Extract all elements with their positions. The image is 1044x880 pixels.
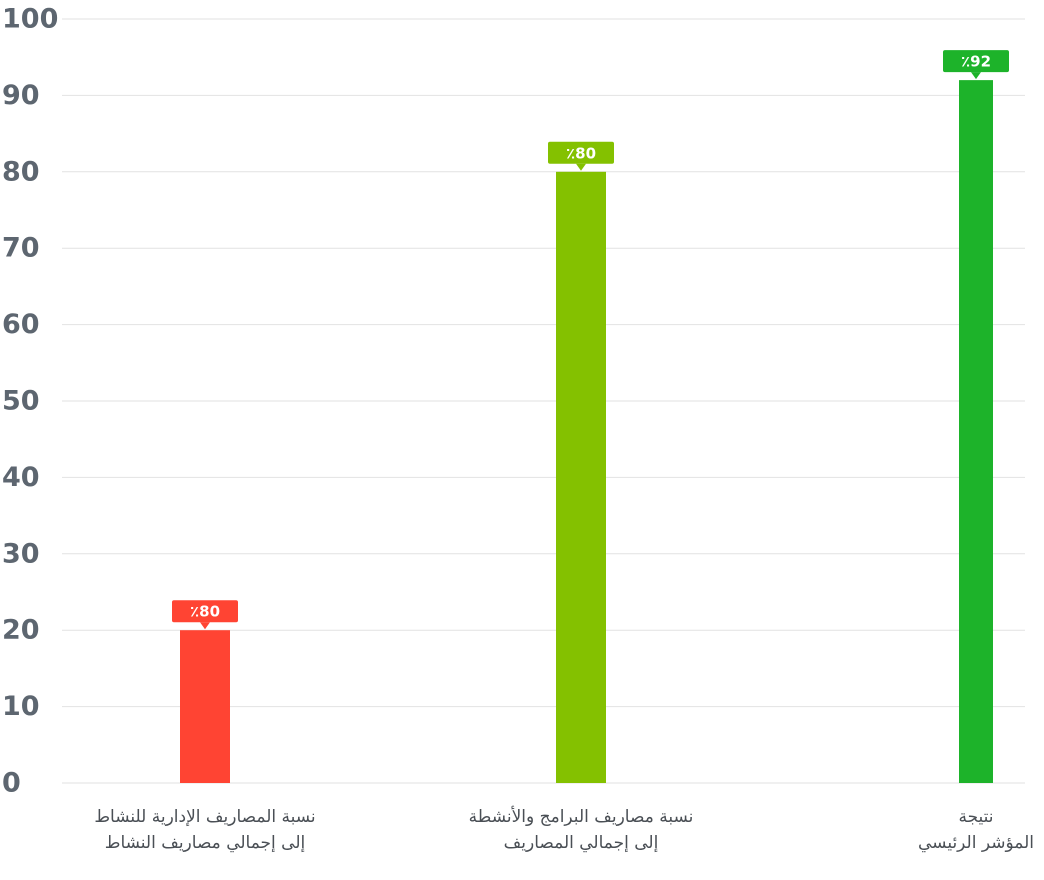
x-tick-label: نسبة المصاريف الإدارية للنشاط bbox=[94, 807, 315, 827]
value-label-box bbox=[172, 600, 238, 623]
x-tick-label: نتيجة bbox=[958, 807, 993, 827]
y-tick-label: 100 bbox=[2, 4, 58, 35]
x-tick-label: نسبة مصاريف البرامج والأنشطة bbox=[469, 806, 694, 827]
value-label-pointer bbox=[200, 622, 210, 630]
y-tick-label: 60 bbox=[2, 309, 40, 340]
value-label-box bbox=[943, 50, 1009, 73]
y-tick-label: 40 bbox=[2, 462, 40, 493]
y-tick-label: 30 bbox=[2, 538, 40, 569]
value-label: ٪92 bbox=[961, 53, 991, 71]
y-tick-label: 20 bbox=[2, 615, 40, 646]
bar bbox=[556, 171, 606, 784]
x-tick-label: إلى إجمالي المصاريف bbox=[504, 833, 659, 853]
value-label-pointer bbox=[576, 163, 586, 171]
y-tick-label: 70 bbox=[2, 233, 40, 264]
value-label-box bbox=[548, 141, 614, 164]
y-tick-label: 10 bbox=[2, 691, 40, 722]
y-tick-label: 0 bbox=[2, 768, 21, 799]
value-label: ٪80 bbox=[190, 603, 220, 621]
y-tick-label: 50 bbox=[2, 386, 40, 417]
x-tick-label: إلى إجمالي مصاريف النشاط bbox=[105, 833, 306, 853]
bar bbox=[180, 630, 230, 783]
value-label: ٪80 bbox=[566, 144, 596, 162]
bar bbox=[959, 80, 993, 784]
y-tick-label: 90 bbox=[2, 80, 40, 111]
x-tick-label: المؤشر الرئيسي bbox=[918, 833, 1034, 853]
value-label-pointer bbox=[971, 72, 981, 80]
y-tick-label: 80 bbox=[2, 156, 40, 187]
